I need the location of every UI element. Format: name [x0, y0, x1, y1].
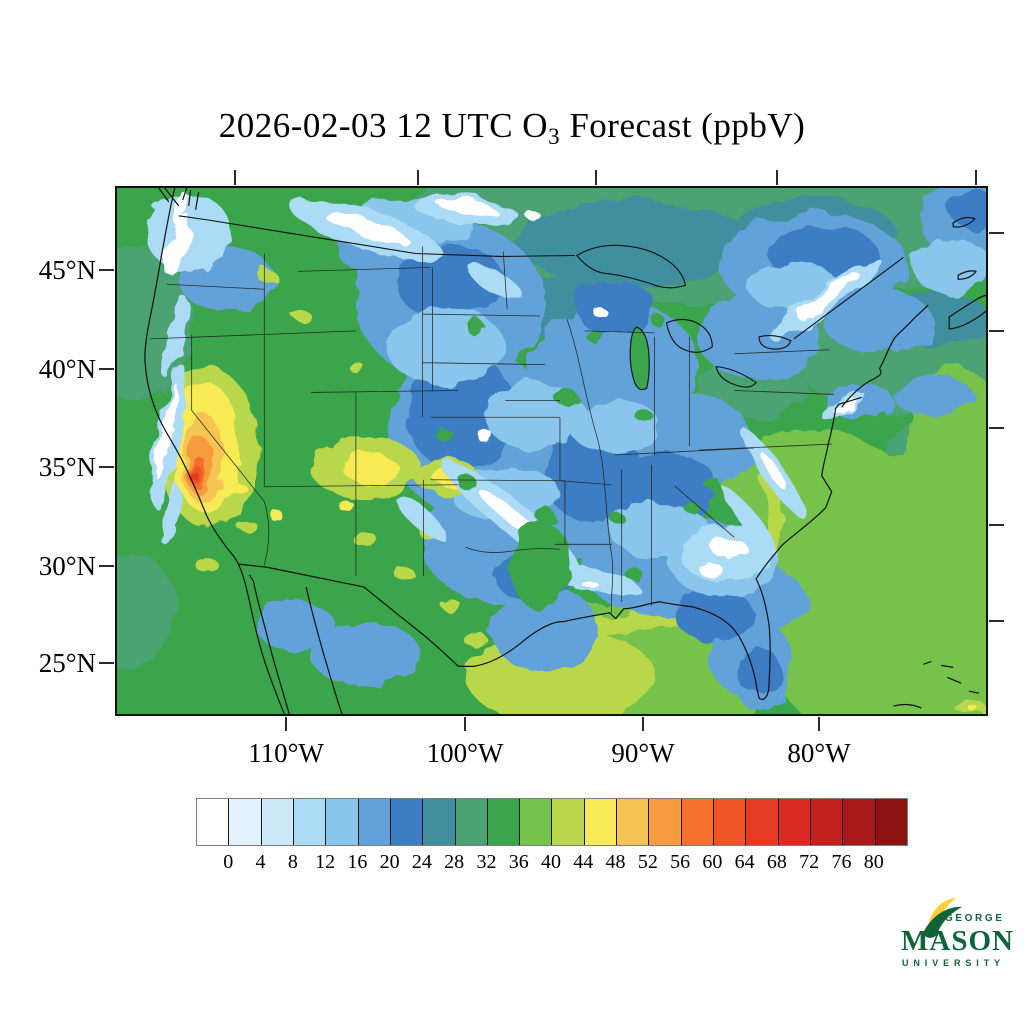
colorbar-tick-label: 36	[508, 851, 529, 873]
lon-tick-label: 110°W	[248, 738, 324, 768]
colorbar-tick-label: 52	[637, 851, 658, 873]
colorbar-tick-label: 48	[605, 851, 626, 873]
lat-tick	[99, 466, 114, 468]
colorbar-cell	[681, 799, 714, 845]
lake-ontario	[758, 335, 792, 350]
lon-tick	[285, 717, 287, 731]
colorbar-cell	[810, 799, 844, 845]
colorbar-cell	[552, 799, 585, 845]
top-tick	[417, 170, 419, 185]
colorbar-tick-label: 32	[476, 851, 497, 873]
colorbar-tick-label: 12	[315, 851, 336, 873]
top-tick	[234, 170, 236, 185]
colorbar-cell	[875, 799, 907, 845]
forecast-map	[115, 186, 988, 716]
right-tick	[989, 427, 1004, 429]
state-border-lines	[149, 246, 834, 613]
right-tick	[989, 330, 1004, 332]
colorbar-tick-label: 20	[379, 851, 400, 873]
top-tick	[975, 170, 977, 185]
colorbar-cell	[520, 799, 553, 845]
title-prefix: 2026-02-03 12 UTC O	[218, 106, 549, 145]
logo-george-text: GEORGE	[945, 913, 1005, 924]
colorbar-tick-label: 24	[411, 851, 432, 873]
right-tick	[989, 232, 1004, 234]
title-suffix: Forecast (ppbV)	[560, 106, 806, 145]
lon-tick-label: 90°W	[611, 738, 675, 768]
us-canada-border	[178, 215, 575, 258]
lat-tick	[99, 662, 114, 664]
colorbar-tick-label: 80	[863, 851, 884, 873]
top-tick	[595, 170, 597, 185]
colorbar-tick-label: 68	[766, 851, 787, 873]
lat-tick	[99, 269, 114, 271]
gmu-logo: GEORGE MASON U N I V E R S I T Y	[898, 896, 1014, 984]
colorbar-cell	[778, 799, 811, 845]
colorbar-cell	[197, 799, 230, 845]
lat-tick-label: 45°N	[38, 255, 96, 285]
colorbar-cell	[293, 799, 327, 845]
top-tick	[776, 170, 778, 185]
right-tick	[989, 620, 1004, 622]
lat-tick-label: 40°N	[38, 354, 96, 384]
colorbar-cell	[229, 799, 262, 845]
colorbar-cell	[423, 799, 456, 845]
logo-flame-green	[923, 906, 962, 938]
title-subscript: 3	[548, 124, 561, 149]
colorbar-cell	[843, 799, 876, 845]
lon-tick-label: 100°W	[426, 738, 504, 768]
colorbar-cell	[617, 799, 650, 845]
lat-tick-label: 25°N	[38, 648, 96, 678]
colorbar-tick-label: 8	[287, 851, 298, 873]
colorbar-cell	[487, 799, 521, 845]
canada-border-and-lakes	[178, 215, 904, 391]
colorbar-tick-label: 76	[831, 851, 852, 873]
colorbar	[196, 798, 908, 846]
ozone-contour-map	[117, 188, 986, 714]
colorbar-tick-label: 4	[255, 851, 266, 873]
lake-michigan	[629, 326, 650, 391]
gmu-logo-svg: GEORGE MASON U N I V E R S I T Y	[901, 898, 1014, 968]
colorbar-cell	[746, 799, 779, 845]
lake-erie	[715, 366, 757, 388]
colorbar-tick-label: 44	[573, 851, 594, 873]
lat-tick-label: 35°N	[38, 452, 96, 482]
lon-tick	[818, 717, 820, 731]
colorbar-tick-label: 0	[223, 851, 234, 873]
colorbar-cell	[261, 799, 294, 845]
logo-mason-text: MASON	[901, 925, 1014, 957]
colorbar-cell	[455, 799, 488, 845]
right-tick	[989, 524, 1004, 526]
lon-tick-label: 80°W	[787, 738, 851, 768]
colorbar-cell	[714, 799, 747, 845]
lat-tick	[99, 368, 114, 370]
colorbar-tick-label: 16	[347, 851, 368, 873]
contour-blobs	[117, 188, 986, 714]
colorbar-cell	[584, 799, 618, 845]
st-lawrence-border	[793, 257, 904, 340]
colorbar-tick-label: 64	[734, 851, 755, 873]
lat-tick-label: 30°N	[38, 551, 96, 581]
lake-huron	[665, 318, 713, 353]
colorbar-cell	[358, 799, 391, 845]
colorbar-tick-label: 72	[799, 851, 820, 873]
lon-tick	[642, 717, 644, 731]
great-basin-high-ozone	[158, 269, 981, 714]
logo-university-text: U N I V E R S I T Y	[902, 958, 1001, 968]
lake-superior	[576, 244, 687, 289]
colorbar-cell	[649, 799, 682, 845]
coastline-paths	[144, 188, 986, 714]
colorbar-cell	[326, 799, 359, 845]
level-32-speckles	[436, 317, 723, 610]
colorbar-cell	[390, 799, 424, 845]
page-title: 2026-02-03 12 UTC O3 Forecast (ppbV)	[0, 106, 1024, 150]
lon-tick	[464, 717, 466, 731]
lat-tick	[99, 565, 114, 567]
colorbar-tick-label: 28	[444, 851, 465, 873]
colorbar-tick-label: 56	[670, 851, 691, 873]
colorbar-tick-label: 60	[702, 851, 723, 873]
colorbar-tick-label: 40	[541, 851, 561, 873]
